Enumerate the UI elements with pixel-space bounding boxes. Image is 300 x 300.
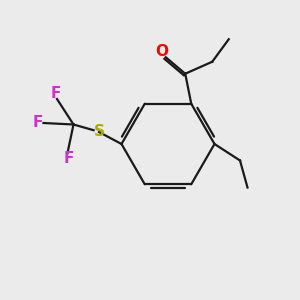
Text: S: S <box>94 124 104 140</box>
Text: O: O <box>156 44 169 59</box>
Text: F: F <box>64 151 74 166</box>
Text: F: F <box>33 116 43 130</box>
Text: F: F <box>50 86 61 101</box>
